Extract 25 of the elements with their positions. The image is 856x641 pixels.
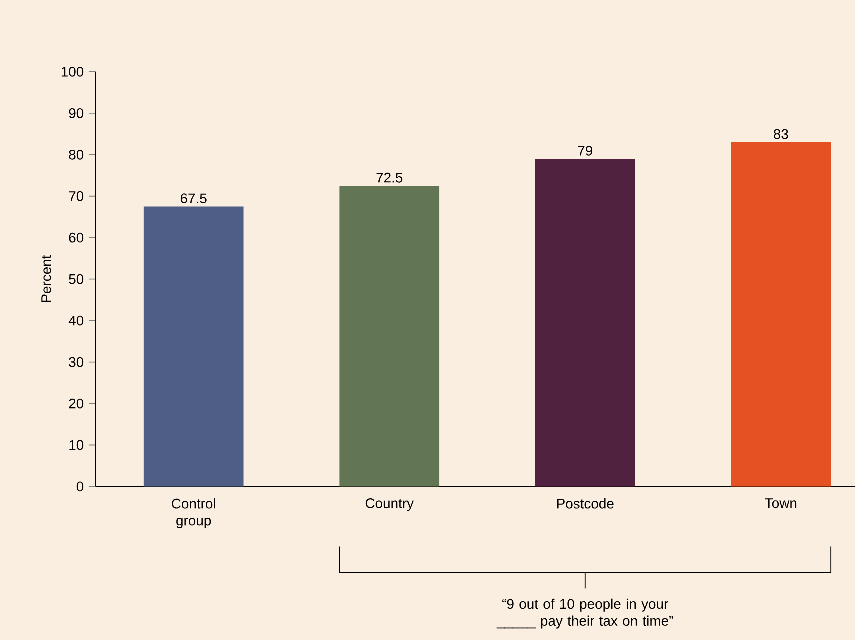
y-tick-label: 100 (62, 67, 84, 78)
y-tick-label: 90 (69, 108, 84, 119)
bar (144, 206, 244, 487)
data-label: 83 (774, 130, 788, 140)
text: “9 out of 10 people in your _____ pay their tax on time” (496, 599, 674, 629)
data-label: 72.5 (376, 173, 403, 183)
data-label: 79 (578, 146, 592, 156)
x-tick-label: Postcode (557, 498, 614, 509)
x-tick-label: Country (366, 498, 414, 512)
data-label: 67.5 (180, 194, 207, 204)
y-tick-label: 80 (69, 150, 84, 160)
y-tick-label: 60 (69, 233, 84, 243)
bar (535, 159, 636, 487)
y-tick-label: 40 (68, 316, 84, 326)
y-tick-label: 0 (76, 482, 84, 492)
y-axis-title: Percent (42, 256, 52, 302)
y-tick-label: 20 (69, 398, 84, 409)
x-tick-label: Town (765, 498, 797, 508)
y-tick-label: 50 (69, 274, 84, 284)
y-tick-label: 70 (69, 192, 84, 202)
bar (731, 142, 832, 487)
y-tick-label: 10 (70, 440, 84, 450)
bar (340, 186, 440, 487)
x-tick-label: Control group (172, 498, 216, 529)
y-tick-label: 30 (69, 358, 84, 368)
